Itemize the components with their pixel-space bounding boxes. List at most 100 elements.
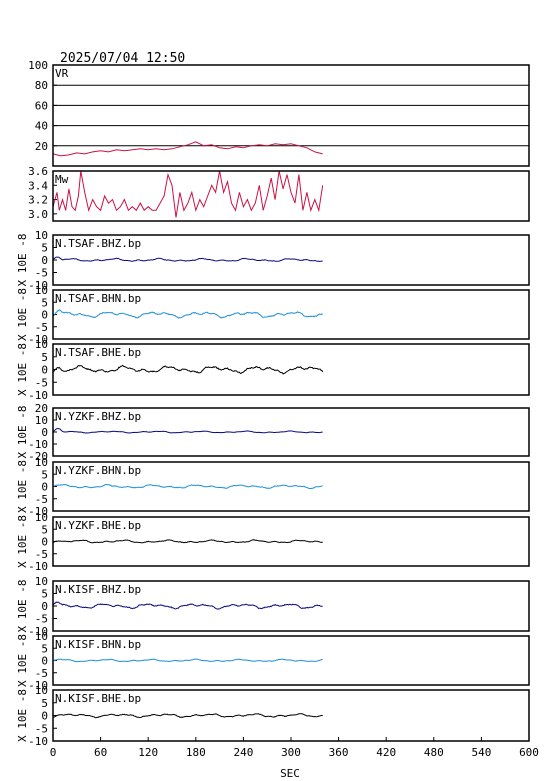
y-tick-label: 10 xyxy=(35,338,48,351)
y-tick-label: -5 xyxy=(35,722,48,735)
panel-frame xyxy=(52,234,530,286)
panel-name: Mw xyxy=(55,173,69,186)
y-tick-label: 10 xyxy=(35,575,48,588)
x-tick-label: 60 xyxy=(94,746,107,759)
panel-frame xyxy=(52,407,530,457)
y-tick-label: -10 xyxy=(28,625,48,638)
panel-name: N.KISF.BHE.bp xyxy=(55,692,141,705)
y-tick-label: 10 xyxy=(35,229,48,242)
y-tick-label: 20 xyxy=(35,140,48,153)
y-tick-label: 10 xyxy=(35,684,48,697)
y-tick-label: -5 xyxy=(35,321,48,334)
y-tick-label: 100 xyxy=(28,59,48,72)
y-axis-label: X 10E -8 xyxy=(16,580,29,633)
y-tick-label: -10 xyxy=(28,279,48,292)
y-tick-label: 5 xyxy=(41,588,48,601)
x-tick-label: 240 xyxy=(233,746,253,759)
x-tick-label: 300 xyxy=(281,746,301,759)
y-tick-label: 60 xyxy=(35,99,48,112)
panel-name: N.YZKF.BHN.bp xyxy=(55,464,141,477)
y-tick-label: -10 xyxy=(28,333,48,346)
y-axis-label: X 10E -8 xyxy=(16,460,29,513)
y-tick-label: -5 xyxy=(35,667,48,680)
y-tick-label: 0 xyxy=(41,655,48,668)
series-line xyxy=(52,601,323,610)
y-tick-label: 10 xyxy=(35,630,48,643)
y-tick-label: 10 xyxy=(35,284,48,297)
y-tick-label: 0 xyxy=(41,481,48,494)
x-axis-label: SEC xyxy=(280,767,300,780)
x-tick-label: 480 xyxy=(424,746,444,759)
panel-name: N.KISF.BHN.bp xyxy=(55,638,141,651)
y-axis-label: X 10E -8 xyxy=(16,689,29,742)
y-tick-label: 80 xyxy=(35,79,48,92)
y-tick-label: 0 xyxy=(41,536,48,549)
x-tick-label: 540 xyxy=(471,746,491,759)
y-tick-label: 10 xyxy=(35,511,48,524)
series-line xyxy=(53,713,323,719)
y-tick-label: 0 xyxy=(41,364,48,377)
panel-frame xyxy=(52,516,530,567)
y-tick-label: -5 xyxy=(35,493,48,506)
x-tick-label: 0 xyxy=(50,746,57,759)
x-tick-label: 180 xyxy=(186,746,206,759)
panel-mw: 3.03.2 3.43.6 Mw xyxy=(28,165,530,222)
y-tick-label: 3.0 xyxy=(28,208,48,221)
y-tick-label: 10 xyxy=(35,456,48,469)
y-tick-label: 10 xyxy=(35,414,48,427)
y-tick-label: -10 xyxy=(28,505,48,518)
panel-frame xyxy=(52,343,530,396)
panel-name: N.YZKF.BHE.bp xyxy=(55,519,141,532)
panel-name: N.TSAF.BHN.bp xyxy=(55,292,141,305)
panel-frame xyxy=(52,64,530,167)
y-tick-label: 5 xyxy=(41,697,48,710)
y-tick-label: 5 xyxy=(41,523,48,536)
series-line xyxy=(52,256,323,263)
y-axis-label: X 10E -8 xyxy=(16,234,29,287)
y-tick-label: 5 xyxy=(41,296,48,309)
x-tick-label: 120 xyxy=(138,746,158,759)
panel-vr: 20 40 60 80 100 VR xyxy=(28,59,530,167)
y-axis-label: X 10E -8 xyxy=(16,406,29,459)
panel-name: N.YZKF.BHZ.bp xyxy=(55,410,141,423)
y-tick-label: 5 xyxy=(41,242,48,255)
y-tick-label: 20 xyxy=(35,402,48,415)
panel-name: N.KISF.BHZ.bp xyxy=(55,583,141,596)
y-tick-label: -10 xyxy=(28,560,48,573)
series-line xyxy=(52,427,323,434)
x-axis: 0 60 120 180 240 300 360 420 480 540 600 xyxy=(50,737,539,759)
y-tick-label: -5 xyxy=(35,613,48,626)
series-line xyxy=(52,483,323,490)
series-line xyxy=(52,539,323,544)
y-tick-label: 5 xyxy=(41,642,48,655)
y-tick-label: 0 xyxy=(41,426,48,439)
series-line xyxy=(52,170,324,218)
x-tick-label: 600 xyxy=(519,746,539,759)
y-tick-label: 3.4 xyxy=(28,179,48,192)
y-tick-label: -5 xyxy=(35,376,48,389)
series-line xyxy=(52,141,323,157)
y-tick-label: 40 xyxy=(35,120,48,133)
y-tick-label: -5 xyxy=(35,267,48,280)
x-tick-label: 420 xyxy=(376,746,396,759)
panel-name: VR xyxy=(55,67,69,80)
timestamp: 2025/07/04 12:50 xyxy=(60,51,185,66)
y-tick-label: -20 xyxy=(28,450,48,463)
y-tick-label: -10 xyxy=(28,438,48,451)
y-axis-label: X 10E -8 xyxy=(16,288,29,341)
y-tick-label: -10 xyxy=(28,679,48,692)
y-tick-label: 5 xyxy=(41,351,48,364)
y-tick-label: 3.2 xyxy=(28,194,48,207)
y-tick-label: 3.6 xyxy=(28,165,48,178)
y-tick-label: 5 xyxy=(41,468,48,481)
